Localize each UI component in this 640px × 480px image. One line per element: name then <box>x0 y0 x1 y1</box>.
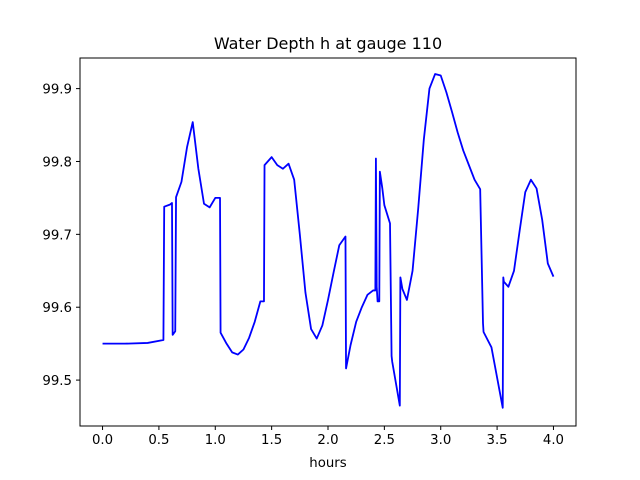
x-tick-label: 1.0 <box>205 433 226 448</box>
y-axis-ticks: 99.5 99.6 99.7 99.8 99.9 <box>42 83 80 389</box>
x-tick-label: 1.5 <box>261 433 282 448</box>
x-axis-ticks: 0.0 0.5 1.0 1.5 2.0 2.5 3.0 3.5 4.0 <box>92 426 564 448</box>
x-tick-label: 3.5 <box>487 433 508 448</box>
x-tick-label: 4.0 <box>543 433 564 448</box>
y-tick-label: 99.9 <box>42 83 72 98</box>
x-tick-label: 2.5 <box>374 433 395 448</box>
y-tick-label: 99.5 <box>42 374 72 389</box>
series-line-water-depth <box>102 73 555 409</box>
x-tick-label: 0.0 <box>92 433 113 448</box>
x-tick-label: 3.0 <box>430 433 451 448</box>
x-tick-label: 2.0 <box>317 433 338 448</box>
x-tick-label: 0.5 <box>148 433 169 448</box>
y-tick-label: 99.6 <box>42 301 72 316</box>
x-axis-label: hours <box>309 456 346 471</box>
y-tick-label: 99.8 <box>42 155 72 170</box>
chart-title: Water Depth h at gauge 110 <box>214 34 442 53</box>
y-tick-label: 99.7 <box>42 228 72 243</box>
